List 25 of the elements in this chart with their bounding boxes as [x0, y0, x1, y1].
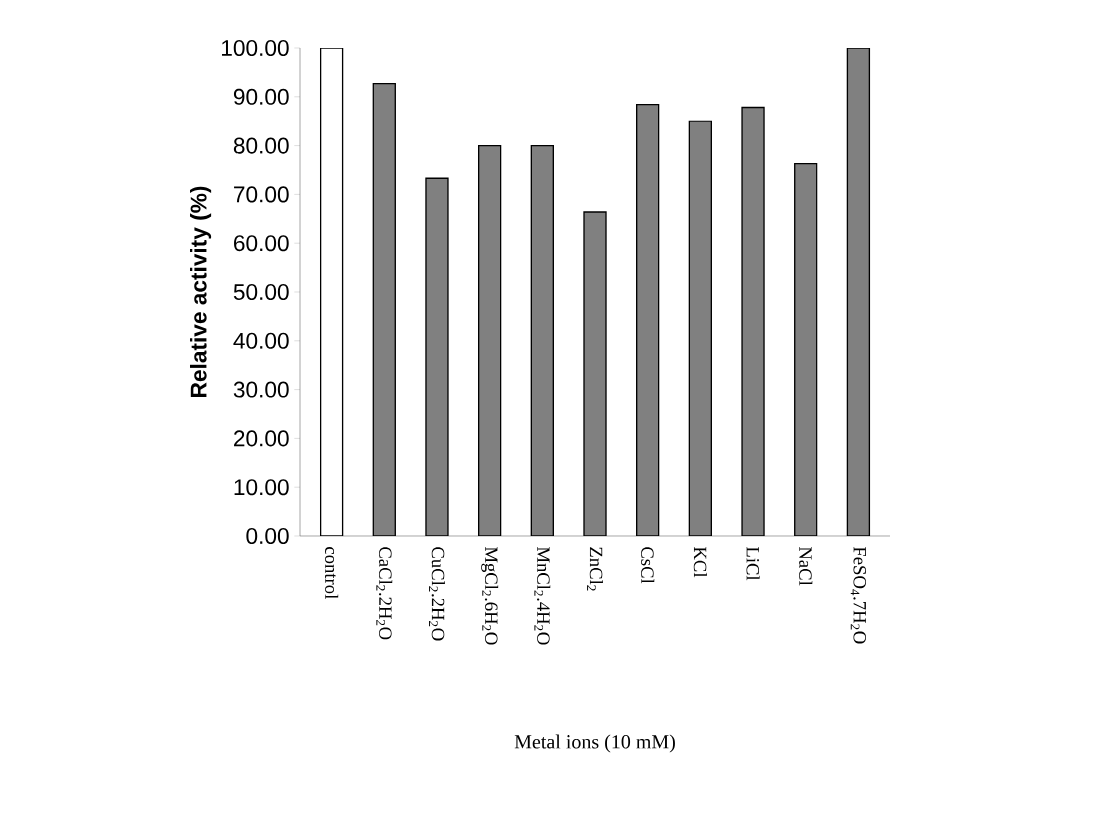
x-tick-label: NaCl — [799, 546, 813, 586]
y-tick-label: 60.00 — [234, 235, 289, 252]
x-tick-label: control — [325, 547, 339, 599]
bar — [477, 144, 502, 536]
y-axis-title: Relative activity (%) — [190, 186, 212, 397]
y-tick-label: 20.00 — [234, 430, 289, 447]
x-tick-label: LiCl — [746, 546, 760, 581]
x-tick-label: MnCl$_{2}$.4H$_{2}$O — [534, 546, 551, 645]
y-tick-label: 100.00 — [222, 39, 289, 57]
y-tick-label: 30.00 — [233, 381, 289, 398]
x-tick-label: ZnCl$_{2}$ — [587, 547, 603, 591]
x-axis-title: Metal ions (10 mM) — [514, 734, 675, 753]
y-tick-label: 70.00 — [234, 186, 289, 203]
x-tick-label: CsCl — [641, 547, 655, 584]
x-tick-label: CaCl$_{2}$.2H$_{2}$O — [376, 547, 393, 640]
x-tick-label: MgCl$_{2}$.6H$_{2}$O — [481, 546, 499, 645]
y-tick-label: 10.00 — [234, 479, 289, 496]
y-tick-label: 80.00 — [233, 137, 289, 154]
x-tick-label: CuCl$_{2}$.2H$_{2}$O — [429, 547, 445, 641]
y-tick-label: 40.00 — [233, 332, 289, 349]
x-tick-label: KCl — [693, 546, 707, 578]
y-tick-label: 0.00 — [246, 527, 289, 545]
y-tick-label: 50.00 — [233, 283, 289, 301]
y-tick-label: 90.00 — [233, 88, 289, 105]
x-tick-label: FeSO$_{4}$.7H$_{2}$O — [850, 546, 867, 644]
